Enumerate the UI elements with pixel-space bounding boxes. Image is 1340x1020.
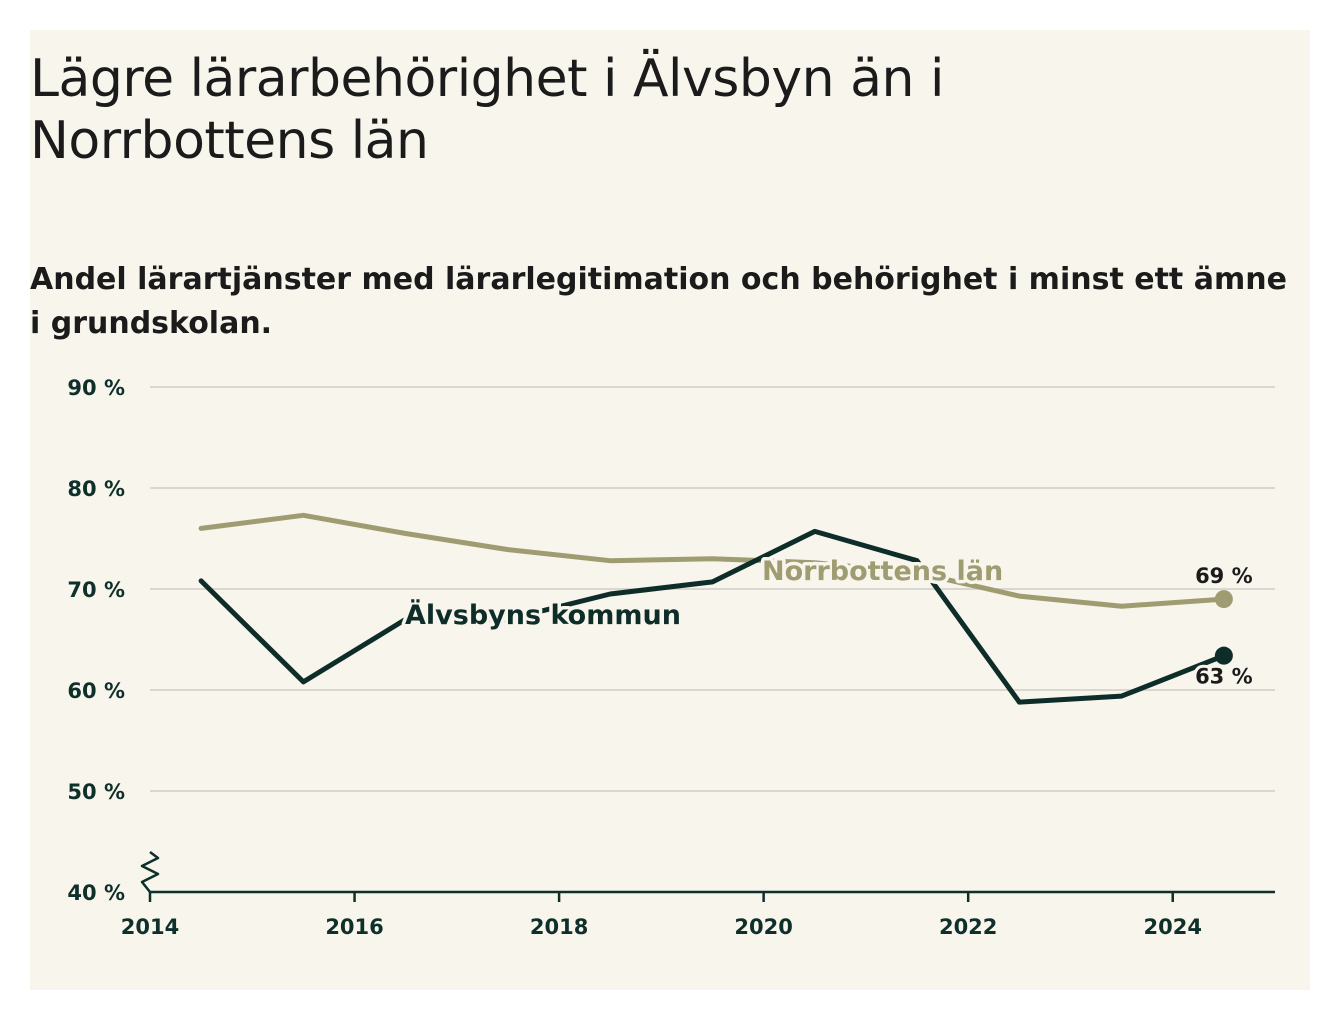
y-tick-label: 40 %: [67, 881, 125, 905]
series-labels: Norrbottens län Älvsbyns kommun 69 % 63 %: [402, 553, 1256, 692]
x-tick-label: 2022: [939, 915, 997, 939]
x-tick-label: 2016: [325, 915, 383, 939]
y-tick-label: 90 %: [67, 376, 125, 400]
axis-break-icon: [140, 851, 160, 893]
series-end-value-label: 69 %: [1195, 564, 1253, 588]
series-name-label: Norrbottens län: [762, 556, 1003, 587]
x-tick-label: 2024: [1144, 915, 1202, 939]
x-tick-label: 2020: [734, 915, 792, 939]
series-lines: [198, 512, 1233, 705]
y-tick-label: 60 %: [67, 679, 125, 703]
series-line: [198, 512, 1227, 609]
series-end-dot: [1214, 646, 1233, 665]
y-tick-label: 50 %: [67, 780, 125, 804]
y-axis-ticks: 40 % 50 % 60 % 70 % 80 % 90 %: [67, 376, 125, 905]
grid-lines: [150, 386, 1275, 792]
chart-subtitle: Andel lärartjänster med lärarlegitimatio…: [30, 262, 1287, 341]
chart-card: Lägre lärarbehörighet i Älvsbyn än i Nor…: [30, 30, 1310, 990]
x-tick-label: 2018: [530, 915, 588, 939]
series-name-label: Älvsbyns kommun: [405, 599, 681, 631]
series-end-dot: [1214, 590, 1233, 609]
chart-title: Lägre lärarbehörighet i Älvsbyn än i Nor…: [30, 49, 944, 171]
series-end-value-label: 63 %: [1195, 665, 1253, 689]
axes: [140, 851, 1275, 894]
series-line: [198, 528, 1227, 705]
x-axis-ticks: 2014 2016 2018 2020 2022 2024: [121, 892, 1202, 939]
y-tick-label: 70 %: [67, 578, 125, 602]
x-tick-label: 2014: [121, 915, 179, 939]
y-tick-label: 80 %: [67, 477, 125, 501]
